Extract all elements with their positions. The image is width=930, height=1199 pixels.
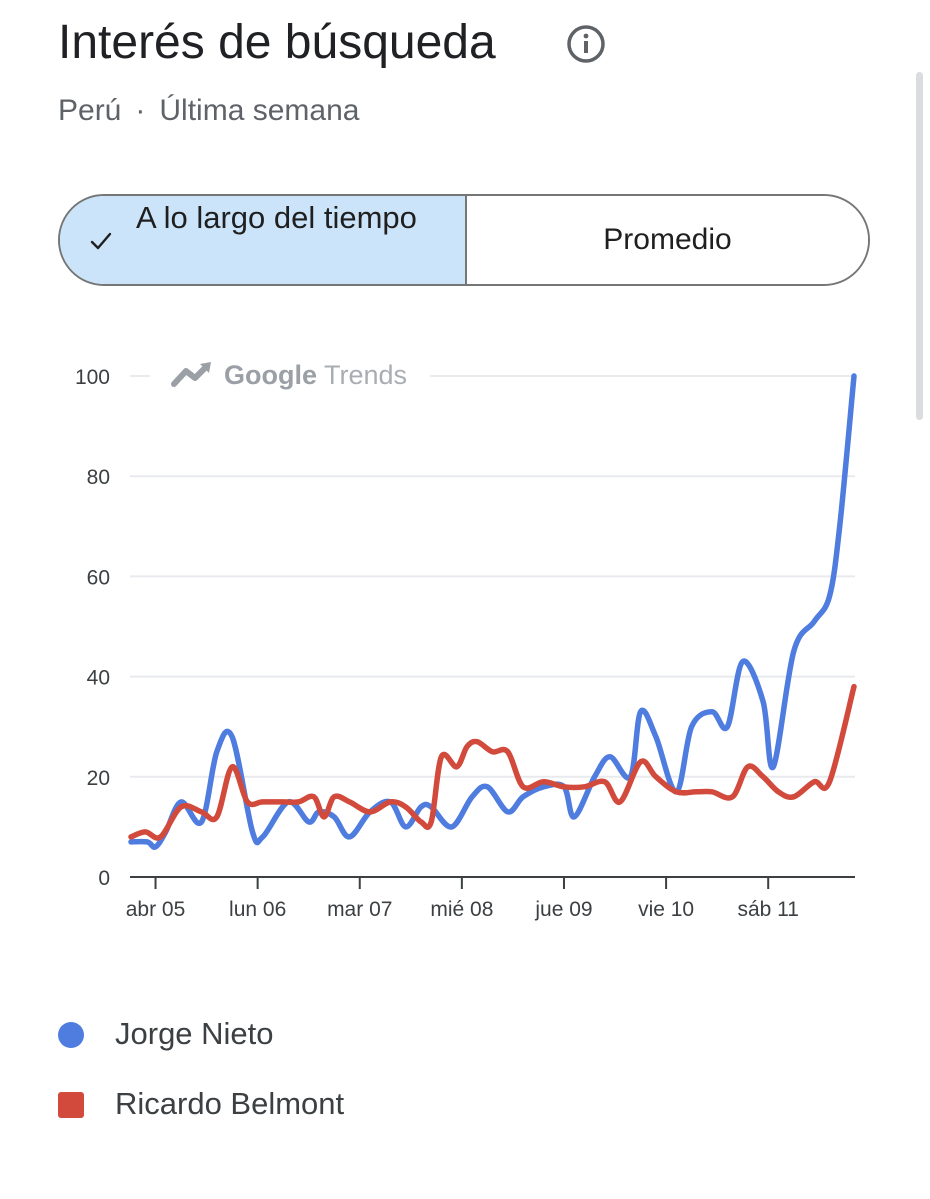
info-icon[interactable] <box>566 24 606 64</box>
watermark-trends: Trends <box>324 360 407 390</box>
line-chart: 0 20 40 60 80 100 Google Trends abr 05 lun 06 m… <box>75 352 857 921</box>
legend-label-jorge-nieto: Jorge Nieto <box>115 1016 274 1051</box>
tab-average[interactable]: Promedio <box>467 196 868 284</box>
x-tick-label: jue 09 <box>534 898 592 921</box>
legend-label-ricardo-belmont: Ricardo Belmont <box>115 1086 345 1121</box>
x-tick-label: lun 06 <box>229 898 286 921</box>
x-tick-label: abr 05 <box>126 898 186 921</box>
tab-average-label: Promedio <box>603 223 732 256</box>
period-label[interactable]: Última semana <box>159 94 360 127</box>
legend-swatch-jorge-nieto <box>58 1022 84 1048</box>
region-label[interactable]: Perú <box>58 94 122 127</box>
x-tick-label: vie 10 <box>638 898 694 921</box>
series-lines <box>128 373 857 850</box>
watermark-google: Google <box>224 360 317 390</box>
y-tick-label: 100 <box>75 366 110 389</box>
y-tick-label: 20 <box>87 767 110 790</box>
x-axis: abr 05 lun 06 mar 07 mié 08 jue 09 vie 10 sáb … <box>126 876 855 921</box>
tab-over-time-label: A lo largo del tiempo <box>136 200 417 235</box>
x-tick-label: mar 07 <box>327 898 392 921</box>
grid-lines <box>130 375 855 778</box>
y-tick-label: 40 <box>87 667 110 690</box>
y-tick-label: 60 <box>87 566 110 589</box>
check-icon <box>90 232 112 250</box>
y-tick-label: 80 <box>87 466 110 489</box>
page-title: Interés de búsqueda <box>58 16 496 69</box>
scrollbar[interactable] <box>916 72 923 420</box>
x-tick-label: mié 08 <box>430 898 493 921</box>
google-trends-watermark: Google Trends <box>150 352 430 398</box>
series-line-jorge-nieto <box>128 373 857 850</box>
legend-swatch-ricardo-belmont <box>58 1092 84 1118</box>
y-axis-ticks: 0 20 40 60 80 100 <box>75 366 110 890</box>
trends-arrow-icon <box>171 362 211 387</box>
separator-dot: · <box>135 94 146 127</box>
subtitle: Perú · Última semana <box>58 92 359 130</box>
y-tick-label: 0 <box>98 867 110 890</box>
tab-over-time[interactable]: A lo largo del tiempo <box>60 196 467 284</box>
series-line-ricardo-belmont <box>128 683 857 841</box>
x-tick-label: sáb 11 <box>737 898 799 921</box>
view-toggle: A lo largo del tiempo Promedio <box>58 194 870 286</box>
